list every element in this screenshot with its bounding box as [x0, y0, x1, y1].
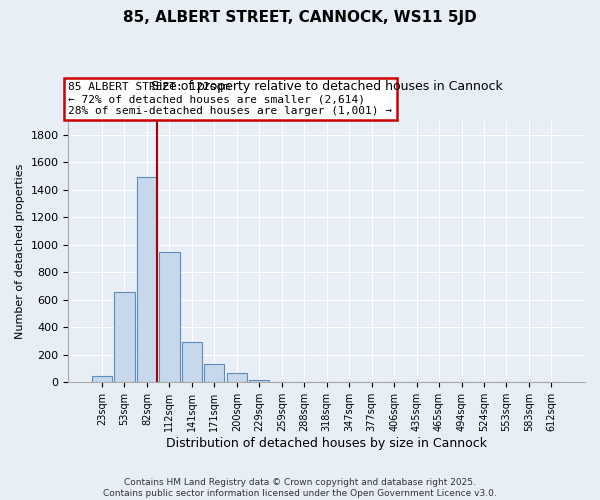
- Title: Size of property relative to detached houses in Cannock: Size of property relative to detached ho…: [151, 80, 503, 94]
- Bar: [92, 376, 112, 382]
- Bar: [137, 177, 157, 382]
- Bar: [159, 252, 179, 382]
- Y-axis label: Number of detached properties: Number of detached properties: [15, 164, 25, 340]
- Bar: [115, 292, 134, 382]
- Bar: [182, 342, 202, 382]
- Text: 85 ALBERT STREET: 122sqm
← 72% of detached houses are smaller (2,614)
28% of sem: 85 ALBERT STREET: 122sqm ← 72% of detach…: [68, 82, 392, 116]
- X-axis label: Distribution of detached houses by size in Cannock: Distribution of detached houses by size …: [166, 437, 487, 450]
- Text: 85, ALBERT STREET, CANNOCK, WS11 5JD: 85, ALBERT STREET, CANNOCK, WS11 5JD: [123, 10, 477, 25]
- Bar: [227, 374, 247, 382]
- Bar: [204, 364, 224, 382]
- Bar: [249, 380, 269, 382]
- Text: Contains HM Land Registry data © Crown copyright and database right 2025.
Contai: Contains HM Land Registry data © Crown c…: [103, 478, 497, 498]
